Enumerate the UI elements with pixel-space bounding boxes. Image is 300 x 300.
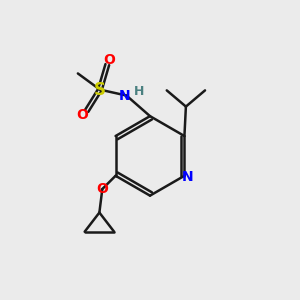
Text: O: O <box>103 53 115 67</box>
Text: H: H <box>134 85 144 98</box>
Text: N: N <box>119 88 131 103</box>
Text: O: O <box>96 182 108 196</box>
Text: N: N <box>182 170 193 184</box>
Text: O: O <box>76 108 88 122</box>
Text: S: S <box>94 81 106 99</box>
